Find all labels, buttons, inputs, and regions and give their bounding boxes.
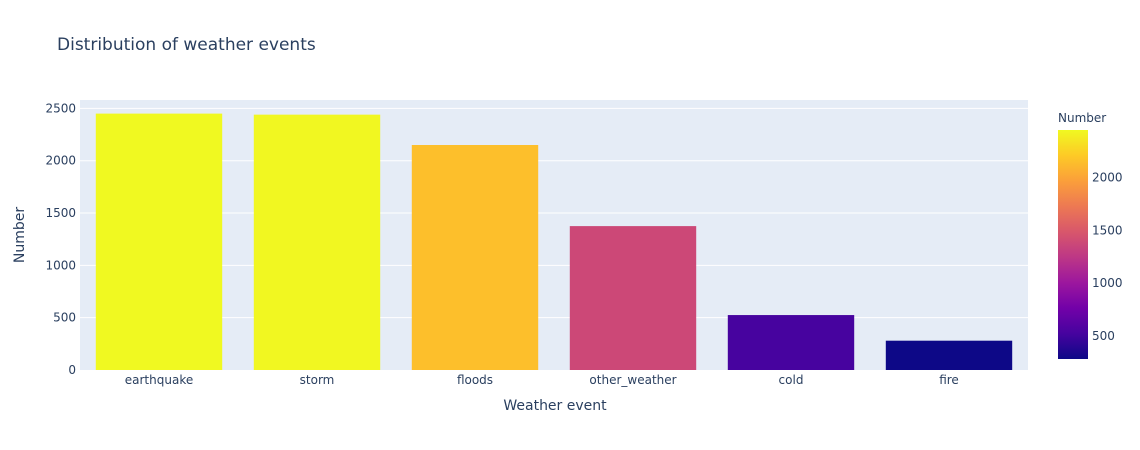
colorbar-title: Number — [1058, 111, 1106, 125]
x-tick-label: storm — [300, 373, 335, 387]
x-tick-label: fire — [939, 373, 959, 387]
y-axis-title: Number — [12, 207, 28, 263]
colorbar-tick-label: 1500 — [1092, 223, 1123, 237]
x-tick-label: cold — [779, 373, 804, 387]
bar-cold — [727, 315, 855, 370]
colorbar — [1058, 130, 1088, 359]
plot-area — [80, 100, 1028, 370]
y-tick-label: 2500 — [45, 101, 76, 115]
y-tick-label: 1500 — [45, 206, 76, 220]
y-tick-label: 0 — [68, 363, 76, 377]
bar-other_weather — [569, 226, 697, 370]
colorbar-tick-labels: 500 1000 1500 2000 — [1092, 170, 1123, 342]
bar-fire — [885, 340, 1013, 370]
x-tick-label: other_weather — [589, 373, 676, 387]
colorbar-tick-label: 1000 — [1092, 276, 1123, 290]
colorbar-tick-label: 500 — [1092, 329, 1115, 343]
x-axis-title: Weather event — [503, 398, 607, 414]
colorbar-tick-label: 2000 — [1092, 170, 1123, 184]
bar-floods — [411, 145, 539, 370]
chart-title: Distribution of weather events — [57, 35, 316, 55]
x-tick-labels: earthquake storm floods other_weather cold fi… — [125, 373, 959, 387]
bars — [95, 113, 1013, 371]
y-tick-label: 500 — [53, 311, 76, 325]
y-tick-label: 1000 — [45, 258, 76, 272]
bar-storm — [253, 114, 381, 371]
bar-earthquake — [95, 113, 223, 371]
x-tick-label: earthquake — [125, 373, 193, 387]
y-tick-label: 2000 — [45, 154, 76, 168]
y-tick-labels: 0 500 1000 1500 2000 2500 — [45, 101, 76, 377]
x-tick-label: floods — [457, 373, 493, 387]
gridlines — [80, 107, 1028, 319]
